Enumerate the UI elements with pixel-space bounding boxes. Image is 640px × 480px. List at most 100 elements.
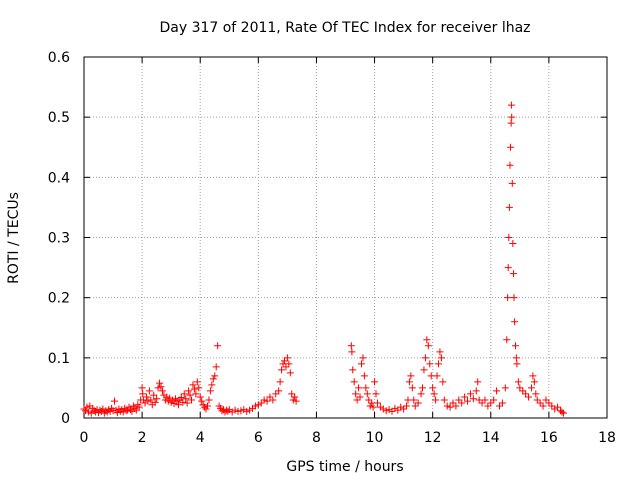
data-point — [411, 402, 419, 410]
data-point — [423, 336, 431, 344]
axis-ticks: 0 2 4 6 8 10 12 14 16 18 0 0.1 0.2 0.3 0.4 0.5 0.6 — [48, 50, 616, 446]
data-point — [132, 406, 140, 414]
data-point — [464, 397, 472, 405]
data-point — [466, 390, 474, 398]
y-tick-label: 0.5 — [48, 110, 70, 126]
data-point — [122, 407, 130, 415]
chart-title: Day 317 of 2011, Rate Of TEC Index for r… — [159, 20, 530, 36]
data-point — [472, 387, 480, 395]
grid-lines — [84, 57, 607, 418]
data-point — [513, 360, 521, 368]
data-point — [385, 406, 393, 414]
data-point — [276, 378, 284, 386]
data-point — [169, 396, 177, 404]
data-point — [434, 360, 442, 368]
data-point — [551, 405, 559, 413]
data-point — [260, 396, 268, 404]
data-point — [201, 403, 209, 411]
data-point — [363, 390, 371, 398]
data-point — [408, 384, 416, 392]
x-tick-label: 10 — [366, 430, 384, 446]
data-point — [527, 384, 535, 392]
data-point — [190, 385, 198, 393]
data-point — [509, 240, 517, 248]
data-point — [288, 390, 296, 398]
data-point — [102, 407, 110, 415]
data-point — [352, 390, 360, 398]
data-point — [283, 354, 291, 362]
x-tick-label: 4 — [196, 430, 205, 446]
data-point — [150, 391, 158, 399]
data-point — [193, 378, 201, 386]
data-point — [206, 387, 214, 395]
data-point — [505, 203, 513, 211]
data-point — [126, 406, 134, 414]
data-point — [418, 384, 426, 392]
data-point — [282, 363, 290, 371]
data-point — [356, 393, 364, 401]
data-point — [505, 234, 513, 241]
data-point — [403, 402, 411, 410]
data-point — [514, 378, 522, 386]
data-point — [286, 369, 294, 377]
data-point — [275, 387, 283, 395]
data-point — [157, 383, 165, 391]
data-point — [347, 342, 355, 350]
data-point — [218, 407, 226, 415]
x-axis-label: GPS time / hours — [286, 459, 403, 475]
data-point — [93, 406, 101, 414]
data-point — [507, 119, 515, 127]
data-point — [511, 342, 519, 350]
data-point — [348, 348, 356, 356]
data-point — [185, 387, 193, 395]
data-point — [291, 393, 299, 401]
data-point — [410, 396, 418, 404]
data-point — [161, 396, 169, 404]
data-point — [519, 387, 527, 395]
data-point — [280, 357, 288, 365]
y-tick-label: 0.2 — [48, 291, 70, 307]
data-point — [99, 405, 107, 413]
data-point — [397, 403, 405, 411]
data-point — [153, 395, 161, 403]
data-point — [382, 407, 390, 415]
data-point — [138, 384, 146, 392]
data-point — [202, 405, 210, 413]
data-point — [357, 360, 365, 368]
data-point — [84, 408, 92, 416]
data-point — [424, 342, 432, 350]
data-point — [507, 143, 515, 151]
data-point — [414, 399, 422, 407]
data-point — [522, 390, 530, 398]
data-point — [461, 393, 469, 401]
data-point — [400, 405, 408, 413]
data-point — [243, 407, 251, 415]
data-point — [80, 405, 88, 413]
data-point — [554, 403, 562, 411]
data-point — [495, 402, 503, 410]
data-point — [458, 399, 466, 407]
data-point — [455, 396, 463, 404]
data-point — [141, 399, 149, 407]
y-axis-label: ROTI / TECUs — [6, 192, 22, 284]
data-point — [83, 403, 91, 411]
data-point — [179, 398, 187, 406]
data-point — [509, 270, 517, 278]
data-point — [493, 387, 501, 395]
data-point — [545, 399, 553, 407]
data-point — [498, 399, 506, 407]
data-point — [246, 406, 254, 414]
data-point — [426, 360, 434, 368]
data-point — [529, 372, 537, 380]
data-point — [164, 397, 172, 405]
data-point — [195, 384, 203, 392]
data-point — [539, 402, 547, 410]
data-point — [128, 407, 136, 415]
x-tick-label: 8 — [312, 430, 321, 446]
data-point — [511, 318, 519, 326]
data-point — [478, 399, 486, 407]
data-point — [111, 397, 119, 405]
data-point — [192, 390, 200, 398]
data-point — [440, 396, 448, 404]
data-point — [436, 348, 444, 356]
